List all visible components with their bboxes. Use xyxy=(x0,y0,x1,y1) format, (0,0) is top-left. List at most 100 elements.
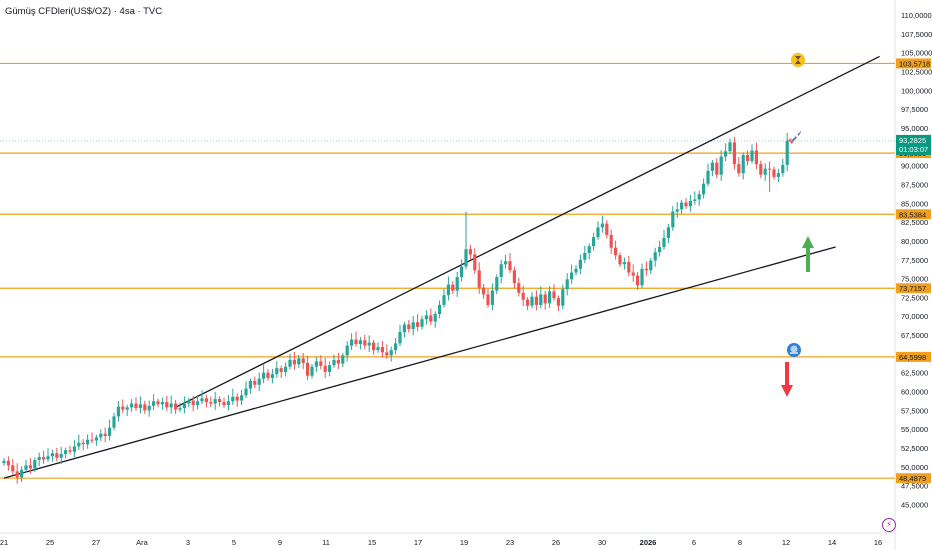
candle-body[interactable] xyxy=(209,402,213,404)
candle-body[interactable] xyxy=(702,183,706,195)
candle-body[interactable] xyxy=(741,155,745,174)
candle-body[interactable] xyxy=(552,291,556,299)
candle-body[interactable] xyxy=(196,401,200,406)
arrow-up-icon[interactable] xyxy=(802,236,814,272)
candle-body[interactable] xyxy=(354,339,358,345)
candle-body[interactable] xyxy=(266,372,270,378)
candle-body[interactable] xyxy=(649,260,653,271)
candle-body[interactable] xyxy=(165,402,169,408)
candle-body[interactable] xyxy=(504,261,508,265)
candle-body[interactable] xyxy=(574,268,578,273)
candle-body[interactable] xyxy=(658,246,662,253)
candle-body[interactable] xyxy=(468,249,472,255)
candle-body[interactable] xyxy=(455,277,459,291)
candle-body[interactable] xyxy=(402,324,406,333)
candle-body[interactable] xyxy=(526,299,530,306)
candle-body[interactable] xyxy=(253,380,257,385)
candle-body[interactable] xyxy=(785,140,789,165)
candle-body[interactable] xyxy=(618,255,622,265)
candle-body[interactable] xyxy=(306,362,310,376)
candle-body[interactable] xyxy=(662,237,666,247)
candle-body[interactable] xyxy=(548,291,552,304)
arrow-down-icon[interactable] xyxy=(781,362,793,397)
candle-body[interactable] xyxy=(72,446,76,452)
candle-body[interactable] xyxy=(517,283,521,293)
candle-body[interactable] xyxy=(680,202,684,210)
candle-body[interactable] xyxy=(495,277,499,291)
candle-body[interactable] xyxy=(768,168,772,170)
candle-body[interactable] xyxy=(411,322,415,330)
candle-body[interactable] xyxy=(156,401,160,405)
candle-body[interactable] xyxy=(33,460,37,469)
candle-body[interactable] xyxy=(376,347,380,351)
candle-body[interactable] xyxy=(86,439,90,445)
candle-body[interactable] xyxy=(350,339,354,346)
candle-body[interactable] xyxy=(284,366,288,372)
candle-body[interactable] xyxy=(77,442,81,447)
candle-body[interactable] xyxy=(147,405,151,411)
candle-body[interactable] xyxy=(675,209,679,212)
candle-body[interactable] xyxy=(288,359,292,367)
candle-body[interactable] xyxy=(94,437,98,441)
candle-body[interactable] xyxy=(125,407,129,410)
candle-body[interactable] xyxy=(666,227,670,238)
candle-body[interactable] xyxy=(420,319,424,327)
candle-body[interactable] xyxy=(112,416,116,428)
candle-body[interactable] xyxy=(398,332,402,344)
candle-body[interactable] xyxy=(191,400,195,406)
candle-body[interactable] xyxy=(781,164,785,174)
candle-body[interactable] xyxy=(486,294,490,305)
candle-body[interactable] xyxy=(341,355,345,364)
candle-body[interactable] xyxy=(622,262,626,265)
candle-body[interactable] xyxy=(543,294,547,304)
candle-body[interactable] xyxy=(160,402,164,405)
candle-body[interactable] xyxy=(275,368,279,375)
candle-body[interactable] xyxy=(187,400,191,404)
candle-body[interactable] xyxy=(182,403,186,409)
candle-body[interactable] xyxy=(328,365,332,372)
candle-body[interactable] xyxy=(6,460,10,466)
candle-body[interactable] xyxy=(15,471,19,478)
candle-body[interactable] xyxy=(231,396,235,402)
candle-body[interactable] xyxy=(11,465,15,472)
candle-body[interactable] xyxy=(297,358,301,365)
candle-body[interactable] xyxy=(724,151,728,157)
candle-body[interactable] xyxy=(64,450,68,455)
candle-body[interactable] xyxy=(710,162,714,171)
candle-body[interactable] xyxy=(292,359,296,365)
candle-body[interactable] xyxy=(130,403,134,408)
candle-body[interactable] xyxy=(363,340,367,346)
candle-body[interactable] xyxy=(336,359,340,364)
candle-body[interactable] xyxy=(24,465,28,470)
candle-body[interactable] xyxy=(358,340,362,345)
candle-body[interactable] xyxy=(108,427,112,436)
candle-body[interactable] xyxy=(319,361,323,366)
hourglass-icon[interactable] xyxy=(791,53,805,67)
candle-body[interactable] xyxy=(279,368,283,372)
annotation-markers[interactable] xyxy=(781,53,814,397)
candle-body[interactable] xyxy=(596,227,600,238)
candle-body[interactable] xyxy=(609,234,613,248)
candle-body[interactable] xyxy=(424,315,428,320)
candle-body[interactable] xyxy=(530,296,534,306)
candle-body[interactable] xyxy=(134,403,138,409)
candle-body[interactable] xyxy=(521,292,525,300)
candle-body[interactable] xyxy=(46,456,50,460)
candle-body[interactable] xyxy=(614,247,618,256)
candle-body[interactable] xyxy=(759,164,763,175)
candle-body[interactable] xyxy=(345,345,349,356)
candle-body[interactable] xyxy=(583,252,587,260)
candle-body[interactable] xyxy=(59,454,63,458)
lightning-icon[interactable]: ⚡ xyxy=(882,518,896,532)
candle-body[interactable] xyxy=(512,270,516,284)
candle-body[interactable] xyxy=(68,450,72,452)
candle-body[interactable] xyxy=(772,169,776,177)
trendline[interactable] xyxy=(3,246,836,479)
candle-body[interactable] xyxy=(446,284,450,296)
candle-body[interactable] xyxy=(20,469,24,478)
candle-body[interactable] xyxy=(438,304,442,314)
candle-body[interactable] xyxy=(323,365,327,372)
candle-body[interactable] xyxy=(605,223,609,235)
candle-body[interactable] xyxy=(218,399,222,403)
candle-body[interactable] xyxy=(262,372,266,379)
